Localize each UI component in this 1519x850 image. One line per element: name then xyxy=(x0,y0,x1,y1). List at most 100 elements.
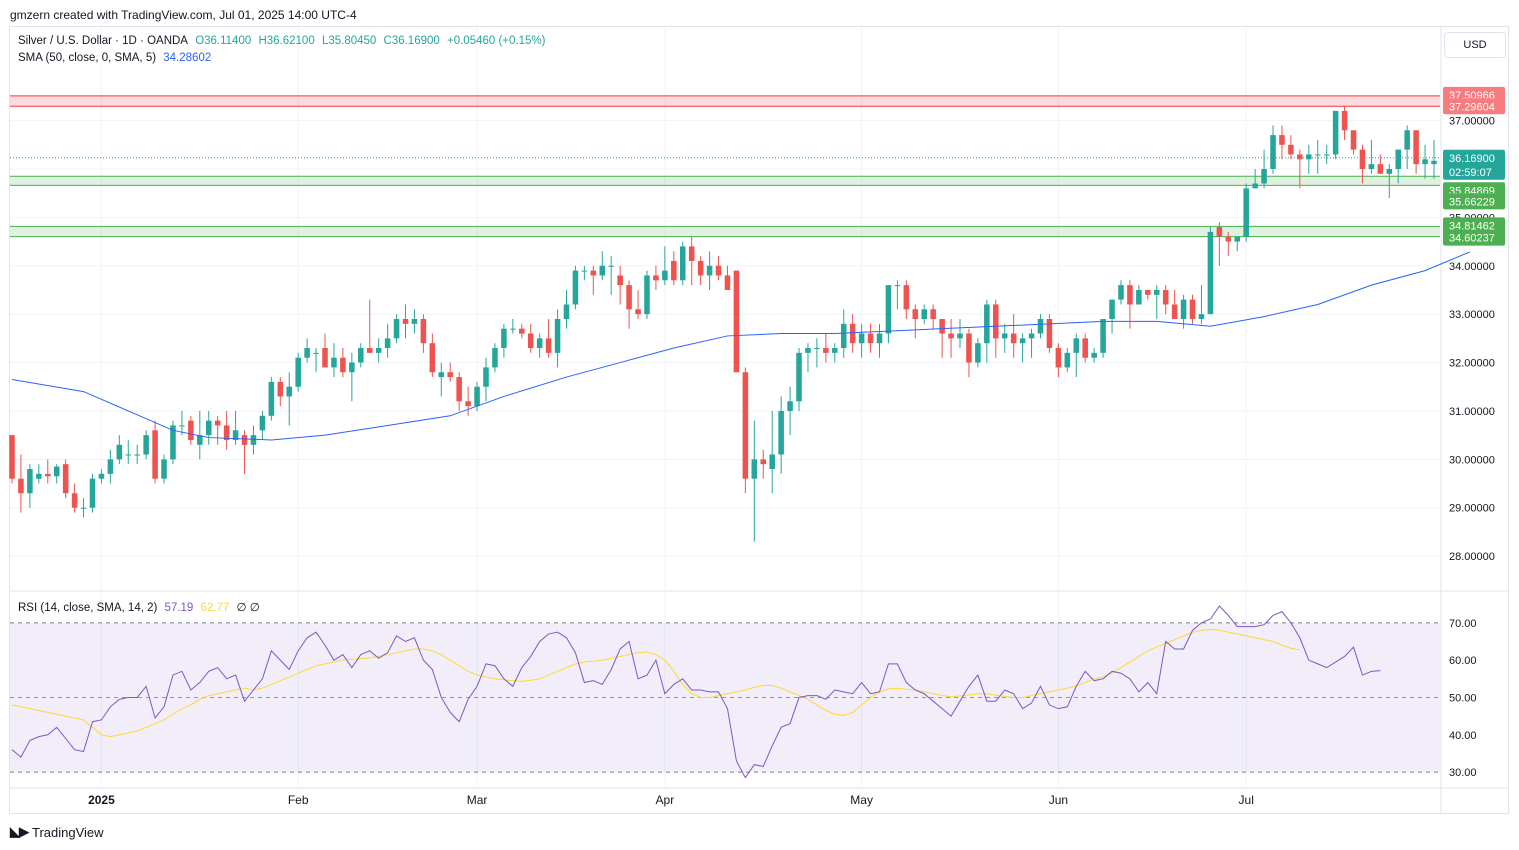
candle-body xyxy=(1252,183,1258,189)
candle-body xyxy=(885,285,892,334)
candle-body xyxy=(447,372,453,378)
candle-body xyxy=(366,348,373,353)
candle-body xyxy=(492,348,498,368)
candle xyxy=(313,348,319,373)
candle-body xyxy=(107,459,114,474)
rsi-tick-label: 50.00 xyxy=(1449,692,1477,704)
candle-body xyxy=(1288,144,1294,155)
candle xyxy=(849,314,856,353)
candle-body xyxy=(984,304,990,344)
candle xyxy=(331,343,337,378)
candle-body xyxy=(1198,314,1205,319)
candle xyxy=(1306,144,1312,174)
candle-body xyxy=(1332,110,1339,155)
sma-label[interactable]: SMA (50, close, 0, SMA, 5) xyxy=(18,52,157,64)
rsi-label[interactable]: RSI (14, close, SMA, 14, 2) xyxy=(18,602,158,614)
candle-body xyxy=(581,270,588,272)
candle-body xyxy=(751,459,758,479)
candle-body xyxy=(1153,289,1160,295)
candle-body xyxy=(456,377,462,402)
candle-body xyxy=(1010,333,1017,344)
footer-brand: ◣▶ TradingView xyxy=(10,824,104,840)
candle xyxy=(1270,125,1276,174)
candle xyxy=(706,251,713,290)
candle-body xyxy=(45,473,51,477)
candle-body xyxy=(1109,299,1115,319)
candle xyxy=(626,280,632,329)
candle xyxy=(205,410,212,445)
candle xyxy=(197,410,203,460)
candle xyxy=(1001,323,1008,353)
candle xyxy=(724,265,731,290)
sma50-line xyxy=(11,251,1470,441)
candle xyxy=(903,280,910,319)
candle xyxy=(894,280,901,310)
candle xyxy=(966,328,972,378)
currency-button[interactable]: USD xyxy=(1444,32,1506,58)
candle-body xyxy=(912,309,919,319)
candle xyxy=(733,270,740,373)
candle xyxy=(671,251,677,286)
candle-body xyxy=(1341,110,1348,131)
candle xyxy=(125,439,132,465)
candle xyxy=(1136,285,1142,305)
candle-body xyxy=(536,338,543,349)
candle-body xyxy=(411,319,418,324)
candle-body xyxy=(849,323,856,344)
candle-body xyxy=(53,466,60,477)
price-tick-label: 28.00000 xyxy=(1449,551,1495,563)
candle-body xyxy=(80,507,87,509)
rsi-tick-label: 70.00 xyxy=(1449,618,1477,630)
candle xyxy=(662,246,668,286)
candle-body xyxy=(286,386,293,397)
time-tick-label: Mar xyxy=(467,793,488,807)
candle-body xyxy=(1171,304,1178,319)
resistance-zone xyxy=(10,95,1440,107)
symbol-label[interactable]: Silver / U.S. Dollar · 1D · OANDA xyxy=(18,35,188,47)
candle-body xyxy=(1145,289,1151,295)
rsi-legend: RSI (14, close, SMA, 14, 2) 57.19 62.77 … xyxy=(18,600,264,614)
candle-body xyxy=(36,473,42,479)
candle xyxy=(18,454,24,513)
candle xyxy=(554,309,561,368)
price-tick-label: 37.00000 xyxy=(1449,116,1495,128)
candle xyxy=(1332,110,1339,160)
level-label-34-81462: 34.81462 xyxy=(1449,220,1495,232)
candle xyxy=(527,323,534,353)
candle-body xyxy=(858,333,865,344)
candle xyxy=(805,343,811,373)
candle xyxy=(1216,222,1223,266)
candle xyxy=(930,304,936,329)
candle-body xyxy=(170,425,176,460)
candle-body xyxy=(429,343,436,373)
candle xyxy=(232,410,239,445)
time-tick-label: Feb xyxy=(288,793,309,807)
candle-body xyxy=(1064,352,1071,368)
candle xyxy=(1431,139,1437,179)
candle xyxy=(268,377,275,421)
candle-body xyxy=(527,333,534,349)
time-tick-label: Apr xyxy=(656,793,675,807)
candle-body xyxy=(1082,338,1088,358)
candle-body xyxy=(1431,160,1437,165)
candle xyxy=(456,372,462,411)
candle-body xyxy=(322,348,328,368)
chart-frame xyxy=(9,26,1509,814)
candle xyxy=(912,304,919,339)
sma-value: 34.28602 xyxy=(163,52,212,64)
candle xyxy=(393,314,400,344)
candle xyxy=(420,314,427,353)
candle xyxy=(36,464,42,484)
candle xyxy=(679,241,686,286)
candle xyxy=(170,420,176,465)
candle-body xyxy=(510,328,516,330)
candle xyxy=(1100,319,1106,358)
candle xyxy=(1145,289,1151,300)
candle xyxy=(599,251,606,281)
candle xyxy=(375,338,382,363)
candle-body xyxy=(769,454,775,470)
candle-body xyxy=(742,372,749,479)
candle xyxy=(277,377,284,407)
candle-body xyxy=(688,246,695,261)
